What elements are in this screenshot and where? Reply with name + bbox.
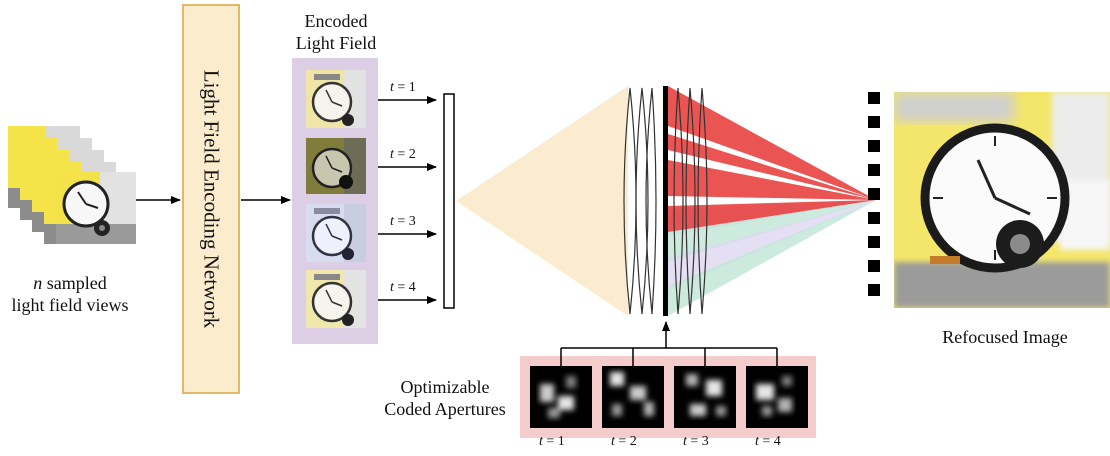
aperture-t-label-2: t = 2 [611,434,637,449]
input-caption-line1: sampled [42,273,107,293]
output-caption: Refocused Image [942,327,1068,347]
ray-fan [668,86,876,316]
apertures-title-line1: Optimizable [400,377,490,397]
display-panel [443,93,455,309]
encoded-lf-title-line2: Light Field [295,33,377,53]
light-beam [456,86,628,316]
encoded-view-1 [306,70,366,128]
coded-aperture-1 [530,366,592,428]
coded-aperture-3 [674,366,736,428]
input-caption: n sampled light field views [0,272,140,316]
encoded-view-4 [306,270,366,328]
input-caption-var: n [33,273,43,293]
encoded-view-3 [306,204,366,262]
aperture-connector [560,321,778,366]
encoded-t-label-3: t = 3 [390,214,416,229]
encoding-network-label: Light Field Encoding Network [199,69,224,329]
apertures-title: Optimizable Coded Apertures [372,376,518,420]
lens-system [623,87,708,315]
refocused-image [894,92,1110,308]
encoded-t-label-2: t = 2 [390,147,416,162]
encoding-network-box: Light Field Encoding Network [182,4,240,394]
input-caption-line2: light field views [11,295,129,315]
encoded-lf-title: Encoded Light Field [278,10,394,54]
aperture-plane [663,86,668,316]
encoded-t-label-1: t = 1 [390,80,416,95]
coded-aperture-4 [746,366,808,428]
image-sensor [868,92,880,296]
encoded-t-label-4: t = 4 [390,280,416,295]
encoded-view-2 [306,138,366,194]
aperture-t-label-3: t = 3 [683,434,709,449]
input-view-stack [8,126,136,244]
input-view-front [56,172,136,244]
aperture-t-label-1: t = 1 [539,434,565,449]
apertures-title-line2: Coded Apertures [384,399,506,419]
encoded-lf-title-line1: Encoded [304,11,368,31]
coded-aperture-2 [602,366,664,428]
aperture-t-label-4: t = 4 [755,434,781,449]
